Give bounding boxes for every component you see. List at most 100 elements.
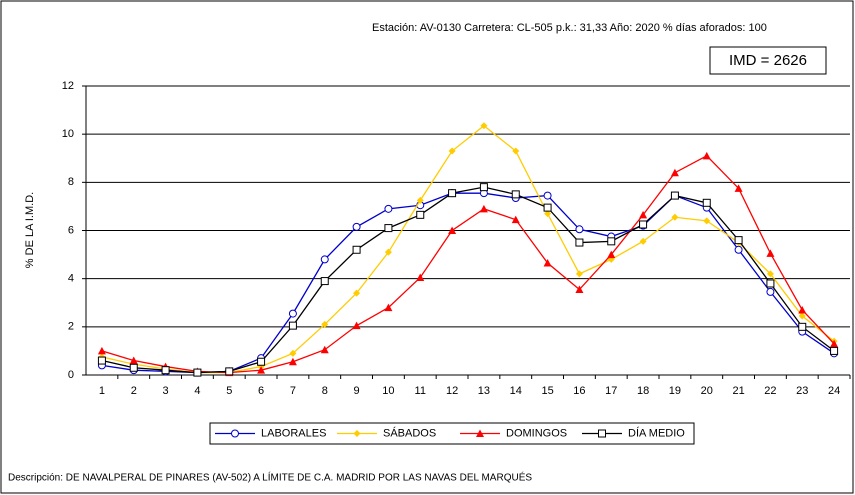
x-tick-label: 4 (194, 385, 200, 397)
legend-label: DOMINGOS (506, 427, 567, 439)
marker (543, 203, 552, 212)
y-tick-label: 6 (68, 224, 74, 236)
marker (511, 190, 520, 199)
marker (703, 217, 711, 225)
marker (129, 363, 138, 372)
x-tick-label: 15 (541, 385, 553, 397)
x-tick-label: 17 (605, 385, 617, 397)
x-tick-label: 7 (290, 385, 296, 397)
description: Descripción: DE NAVALPERAL DE PINARES (A… (8, 471, 532, 484)
marker (416, 273, 425, 281)
marker (129, 356, 138, 365)
y-tick-label: 2 (68, 321, 74, 333)
marker (639, 220, 648, 229)
marker (670, 168, 679, 177)
marker (734, 184, 743, 192)
marker (479, 183, 488, 192)
legend-marker (231, 429, 239, 438)
x-tick-label: 14 (510, 385, 522, 397)
x-tick-label: 21 (732, 385, 744, 397)
marker (257, 357, 266, 366)
legend-marker (598, 429, 606, 438)
legend-box (209, 422, 695, 445)
y-tick-label: 0 (68, 369, 74, 381)
marker (670, 191, 679, 200)
marker (384, 204, 393, 213)
series-line (101, 186, 835, 374)
x-tick-label: 22 (764, 385, 776, 397)
marker (575, 225, 584, 234)
marker (161, 366, 170, 375)
marker (225, 367, 234, 376)
marker (416, 196, 424, 204)
marker (320, 277, 329, 286)
marker (575, 238, 584, 247)
y-tick-label: 4 (68, 273, 74, 285)
x-tick-label: 23 (796, 385, 808, 397)
marker (639, 237, 647, 245)
marker (798, 312, 806, 320)
marker (193, 368, 202, 377)
y-tick-label: 10 (62, 128, 74, 140)
legend-label: SÁBADOS (383, 426, 436, 439)
imd-box (709, 46, 827, 75)
marker (544, 210, 552, 218)
marker (607, 250, 616, 259)
marker (257, 366, 266, 374)
marker (766, 287, 775, 296)
marker (353, 289, 361, 297)
marker (288, 357, 297, 366)
marker (766, 270, 774, 278)
x-tick-label: 16 (573, 385, 585, 397)
marker (479, 204, 488, 213)
x-tick-label: 5 (226, 385, 232, 397)
y-axis-label: % DE LA I.M.D. (24, 192, 36, 268)
imd: IMD = 2626 (729, 52, 807, 69)
x-tick-label: 10 (382, 385, 394, 397)
header: Estación: AV-0130 Carretera: CL-505 p.k.… (372, 22, 767, 34)
x-tick-label: 24 (828, 385, 840, 397)
marker (289, 349, 297, 357)
marker (352, 321, 361, 330)
marker (352, 245, 361, 254)
x-tick-label: 3 (163, 385, 169, 397)
legend-marker (476, 429, 484, 437)
marker (766, 249, 775, 257)
marker (448, 147, 456, 155)
x-tick-label: 9 (354, 385, 360, 397)
x-tick-label: 2 (131, 385, 137, 397)
marker (288, 309, 297, 318)
x-tick-label: 19 (669, 385, 681, 397)
marker (320, 255, 329, 264)
marker (512, 147, 520, 155)
marker (288, 321, 297, 330)
marker (702, 151, 711, 160)
legend-marker (353, 430, 361, 437)
marker (384, 303, 393, 312)
marker (321, 320, 329, 328)
legend-label: DÍA MEDIO (628, 426, 685, 439)
marker (384, 248, 392, 256)
marker (480, 122, 488, 130)
x-tick-label: 20 (701, 385, 713, 397)
marker (830, 346, 839, 355)
marker (734, 245, 743, 254)
marker (97, 356, 106, 365)
marker (639, 210, 648, 219)
marker (798, 322, 807, 331)
marker (416, 210, 425, 219)
marker (702, 198, 711, 207)
x-tick-label: 13 (478, 385, 490, 397)
marker (798, 305, 807, 314)
legend-label: LABORALES (261, 427, 326, 439)
marker (320, 345, 329, 354)
x-tick-label: 6 (258, 385, 264, 397)
marker (607, 237, 616, 246)
x-tick-label: 11 (415, 385, 426, 397)
marker (448, 226, 457, 234)
marker (511, 215, 520, 224)
marker (575, 285, 584, 294)
x-tick-label: 12 (446, 385, 458, 397)
y-tick-label: 8 (68, 176, 74, 188)
